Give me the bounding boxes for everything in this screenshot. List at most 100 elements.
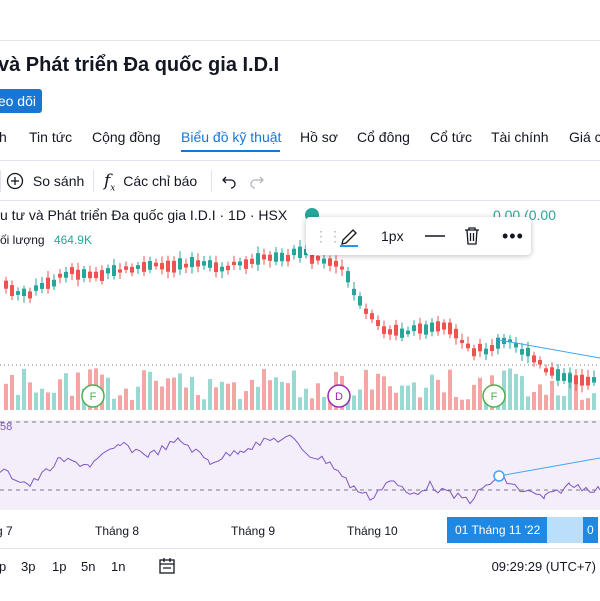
candle [34,285,38,291]
tab-news[interactable]: Tin tức [29,129,73,145]
volume-bar [592,393,596,410]
x-axis-label: g 7 [0,524,13,538]
candle [550,367,554,376]
candle [322,258,326,264]
candle [544,368,548,373]
tab-price[interactable]: Giá c [569,129,600,145]
candle [46,277,50,289]
volume-bar [478,377,482,410]
line-style-icon [425,235,445,237]
volume-bar [64,373,68,410]
drag-handle[interactable]: ⋮⋮ [314,228,342,244]
candle [508,339,512,343]
follow-button[interactable]: eo dõi [0,89,42,113]
trendline-price[interactable] [498,339,600,359]
undo-button[interactable] [221,162,237,200]
calendar-range-button[interactable] [158,549,176,585]
indicators-button[interactable]: fx Các chỉ báo [104,162,197,200]
candle [178,258,182,270]
line-color-button[interactable] [339,217,359,255]
candle [76,269,80,280]
candle [238,261,242,266]
toolbar-divider [211,170,212,192]
volume-bar [508,368,512,410]
candle [316,256,320,261]
line-style-button[interactable] [424,217,446,255]
redo-button[interactable] [249,162,265,200]
volume-value: 464.9K [53,233,92,247]
candle [538,360,542,365]
range-button[interactable]: 5n [81,559,96,574]
volume-legend: ối lượng 464.9K [0,233,92,247]
range-button[interactable]: p [0,559,7,574]
rsi-background-band [0,420,600,510]
volume-bar [40,388,44,410]
volume-bar [148,371,152,410]
volume-bar [46,392,50,410]
trendline-rsi[interactable] [498,457,600,477]
tab-shareholders[interactable]: Cổ đông [357,129,410,145]
candle [418,323,422,334]
volume-bar [316,383,320,410]
volume-bar [196,395,200,410]
volume-bar [292,370,296,410]
candle [214,262,218,273]
candle [142,262,146,272]
candle [106,268,110,274]
rsi-value-label: 58 [0,421,13,433]
tab-dividends[interactable]: Cổ tức [430,129,473,145]
candle [172,260,176,273]
delete-drawing-button[interactable] [463,217,481,255]
price-chart[interactable]: F D F [0,200,600,545]
redo-icon [250,176,264,189]
volume-bar [412,382,416,410]
tab-finance[interactable]: Tài chính [491,129,549,145]
volume-bar [274,377,278,410]
event-marker-f[interactable]: F [81,384,105,408]
line-width-button[interactable]: 1px [381,228,404,244]
calendar-range-icon [159,558,175,574]
candle [394,324,398,336]
event-marker-d[interactable]: D [327,384,351,408]
volume-bar [220,381,224,410]
candle [568,373,572,383]
svg-text:F: F [491,391,498,403]
candle [130,266,134,273]
tab-overview[interactable]: h [0,129,7,145]
volume-bar [280,381,284,410]
candlesticks [4,240,596,393]
volume-bar [322,397,326,410]
tab-profile[interactable]: Hồ sơ [300,129,338,145]
volume-bar [70,395,74,410]
volume-bar [406,385,410,410]
candle [112,265,116,276]
range-button[interactable]: 1n [111,559,126,574]
compare-button[interactable]: So sánh [6,162,84,200]
tab-technical-chart[interactable]: Biểu đồ kỹ thuật [181,129,282,145]
candle [22,288,26,297]
volume-bar [202,399,206,410]
candle [412,325,416,332]
volume-bar [106,377,110,410]
range-button[interactable]: 1p [52,559,67,574]
active-tab-indicator [181,150,280,152]
volume-bar [112,398,116,410]
candle [520,349,524,355]
candle [532,355,536,363]
candle [190,256,194,268]
candle [340,266,344,270]
candle [490,345,494,351]
trendline-handle[interactable] [493,470,505,482]
volume-bar [286,383,290,410]
volume-bar [430,374,434,410]
range-button[interactable]: 3p [21,559,36,574]
volume-bar [160,386,164,410]
volume-bar [232,382,236,410]
volume-bar [256,386,260,410]
clock: 09:29:29 (UTC+7) [491,559,596,574]
more-icon[interactable]: ••• [502,226,524,246]
tab-community[interactable]: Cộng đồng [92,129,161,145]
volume-bar [178,373,182,410]
volume-bar [436,379,440,410]
event-marker-f[interactable]: F [482,384,506,408]
